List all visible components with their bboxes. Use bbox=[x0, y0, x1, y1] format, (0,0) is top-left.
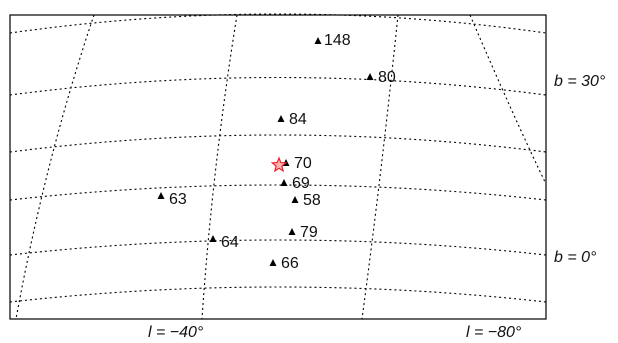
source-label-66: 66 bbox=[281, 255, 299, 272]
latitude-gridlines bbox=[9, 13, 547, 303]
source-marker-148 bbox=[314, 37, 322, 44]
longitude-label-minus40: l = −40° bbox=[148, 324, 204, 338]
latitude-gridline bbox=[9, 134, 547, 153]
source-marker-66 bbox=[269, 259, 277, 266]
latitude-gridline bbox=[9, 286, 547, 303]
source-label-64: 64 bbox=[221, 234, 239, 251]
source-label-69: 69 bbox=[292, 175, 310, 192]
source-label-79: 79 bbox=[300, 224, 318, 241]
latitude-label-0: b = 0° bbox=[554, 249, 597, 266]
source-label-58: 58 bbox=[303, 192, 321, 209]
latitude-label-30: b = 30° bbox=[554, 73, 606, 90]
source-marker-84 bbox=[277, 115, 285, 122]
map-frame bbox=[9, 14, 547, 320]
source-label-70: 70 bbox=[294, 155, 312, 172]
source-marker-80 bbox=[366, 73, 374, 80]
source-label-148: 148 bbox=[324, 32, 351, 49]
source-label-63: 63 bbox=[169, 191, 187, 208]
source-label-80: 80 bbox=[378, 69, 396, 86]
longitude-gridline bbox=[201, 14, 238, 320]
longitude-label-minus80: l = −80° bbox=[466, 324, 522, 338]
source-marker-58 bbox=[291, 196, 299, 203]
latitude-gridline bbox=[9, 184, 547, 201]
latitude-gridline bbox=[9, 239, 547, 256]
source-marker-64 bbox=[209, 235, 217, 242]
longitude-gridlines bbox=[15, 14, 547, 320]
source-label-84: 84 bbox=[289, 111, 307, 128]
source-marker-69 bbox=[280, 179, 288, 186]
latitude-gridline bbox=[9, 13, 547, 34]
source-marker-79 bbox=[288, 228, 296, 235]
reference-star-icon bbox=[270, 156, 288, 173]
longitude-gridline bbox=[361, 14, 399, 320]
longitude-gridline bbox=[469, 14, 547, 185]
source-marker-63 bbox=[157, 192, 165, 199]
longitude-gridline bbox=[15, 14, 95, 320]
latitude-gridline bbox=[9, 76, 547, 96]
